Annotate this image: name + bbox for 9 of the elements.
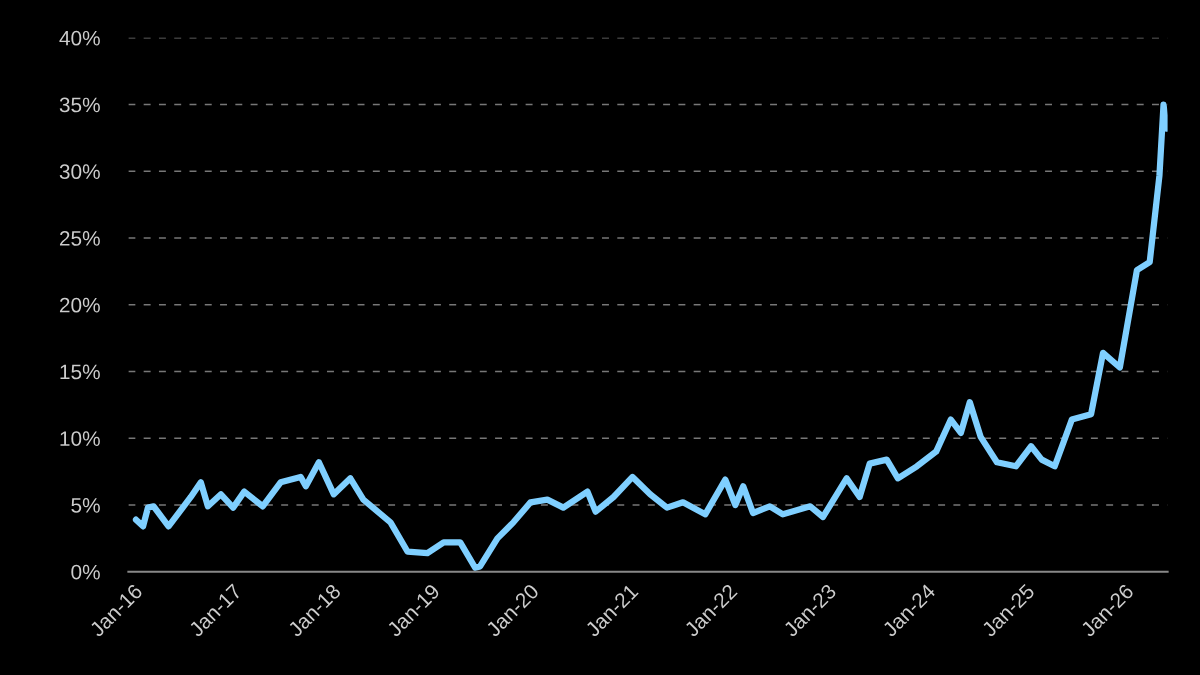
- y-tick-label: 35%: [59, 97, 100, 113]
- y-tick-label: 10%: [60, 431, 100, 446]
- y-tick-label: 0%: [71, 564, 100, 580]
- y-tick-label: 25%: [59, 231, 100, 246]
- y-tick-label: 5%: [71, 498, 100, 513]
- y-tick-label: 15%: [60, 364, 100, 380]
- y-tick-label: 20%: [59, 297, 100, 313]
- y-tick-label: 40%: [59, 30, 100, 46]
- y-tick-label: 30%: [59, 164, 100, 180]
